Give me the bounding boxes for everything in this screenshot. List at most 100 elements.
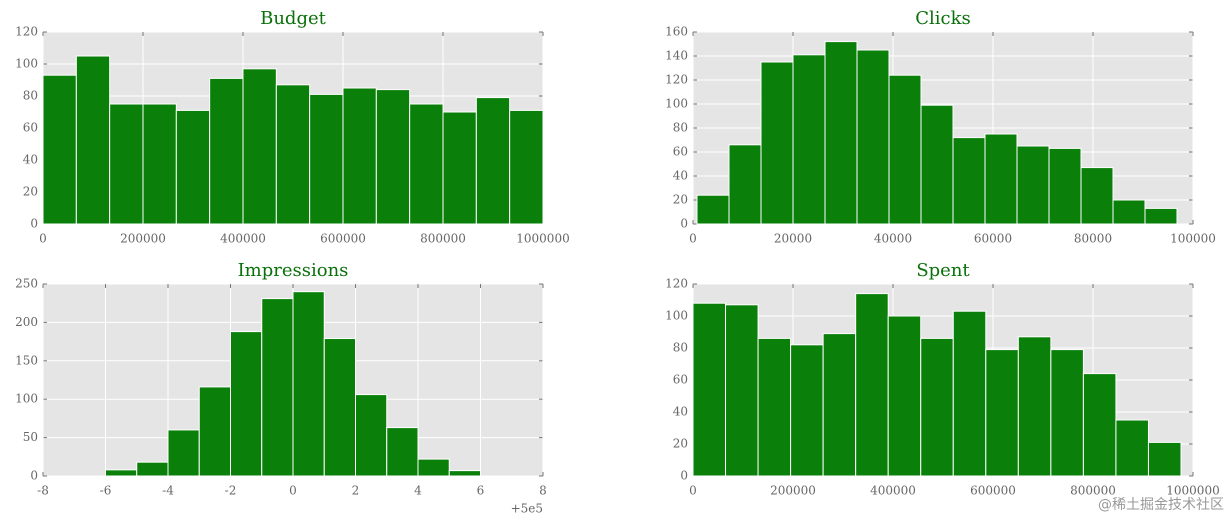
x-tick-label: 0 xyxy=(39,232,47,246)
histogram-bar xyxy=(386,427,419,477)
x-tick-label: 100000 xyxy=(1170,232,1216,246)
y-tick-label: 100 xyxy=(15,57,38,71)
y-tick-label: 50 xyxy=(23,430,38,444)
x-tick-label: 400000 xyxy=(870,484,916,498)
histogram-bar xyxy=(442,111,477,225)
histogram-bar xyxy=(1048,147,1082,225)
y-tick-label: 40 xyxy=(673,169,688,183)
y-tick-label: 120 xyxy=(665,277,688,291)
histogram-bar xyxy=(323,338,356,477)
histogram-bar xyxy=(824,41,858,225)
y-tick-label: 0 xyxy=(680,469,688,483)
x-tick-label: 60000 xyxy=(974,232,1012,246)
y-tick-label: 100 xyxy=(15,392,38,406)
y-tick-label: 160 xyxy=(665,25,688,39)
y-tick-label: 100 xyxy=(665,309,688,323)
y-tick-label: 250 xyxy=(15,277,38,291)
y-tick-label: 60 xyxy=(673,145,688,159)
y-tick-label: 80 xyxy=(673,121,688,135)
y-tick-label: 60 xyxy=(673,373,688,387)
x-offset-label: +5e5 xyxy=(511,502,543,516)
histogram-bar xyxy=(728,144,762,225)
histogram-bar xyxy=(109,103,144,225)
x-tick-label: 6 xyxy=(477,484,485,498)
x-tick-label: 0 xyxy=(689,484,697,498)
histogram-bar xyxy=(167,429,200,477)
x-tick-label: 400000 xyxy=(220,232,266,246)
histogram-bar xyxy=(760,61,794,225)
histogram-bar xyxy=(75,55,111,225)
histogram-bar xyxy=(1016,145,1050,225)
histogram-bar xyxy=(342,87,377,225)
histogram-bar xyxy=(355,394,388,477)
histogram-bar xyxy=(757,337,792,477)
y-tick-label: 80 xyxy=(673,341,688,355)
x-tick-label: 1000000 xyxy=(516,232,569,246)
histogram-bar xyxy=(105,469,138,477)
x-tick-label: 20000 xyxy=(774,232,812,246)
histogram-bar xyxy=(209,77,244,225)
x-tick-label: 8 xyxy=(539,484,547,498)
chart-title: Spent xyxy=(916,260,970,281)
x-tick-label: 1000000 xyxy=(1166,484,1219,498)
x-tick-label: 0 xyxy=(289,484,297,498)
watermark: @稀土掘金技术社区 xyxy=(1098,497,1224,513)
chart-title: Budget xyxy=(260,8,327,29)
histogram-bar xyxy=(409,103,444,225)
x-tick-label: 200000 xyxy=(120,232,166,246)
histogram-bar xyxy=(292,291,325,477)
histogram-bar xyxy=(198,386,231,477)
histogram-bar xyxy=(242,68,277,225)
histogram-bar xyxy=(509,109,544,225)
histogram-bar xyxy=(822,333,857,477)
histogram-bar xyxy=(136,461,169,477)
histogram-bar xyxy=(230,331,263,477)
x-tick-label: -6 xyxy=(100,484,112,498)
histogram-bar xyxy=(275,84,311,225)
y-tick-label: 120 xyxy=(15,25,38,39)
x-tick-label: 2 xyxy=(352,484,360,498)
histogram-bar xyxy=(920,104,954,225)
y-tick-label: 150 xyxy=(15,353,38,367)
y-tick-label: 80 xyxy=(23,89,38,103)
histogram-bar xyxy=(1144,207,1178,225)
histogram-bar xyxy=(1082,373,1117,477)
x-tick-label: 800000 xyxy=(420,232,466,246)
histogram-bar xyxy=(309,93,344,225)
histogram-bar xyxy=(696,194,730,225)
histogram-bar xyxy=(1147,441,1182,477)
y-tick-label: 0 xyxy=(30,217,38,231)
histogram-bar xyxy=(984,133,1018,225)
y-tick-label: 0 xyxy=(680,217,688,231)
x-tick-label: -4 xyxy=(162,484,174,498)
y-tick-label: 20 xyxy=(673,193,688,207)
histogram-bar xyxy=(855,293,889,477)
histogram-bar xyxy=(261,298,294,477)
y-tick-label: 140 xyxy=(665,49,688,63)
histogram-bar xyxy=(856,49,890,225)
histogram-bar xyxy=(1050,349,1084,477)
x-tick-label: -8 xyxy=(37,484,49,498)
y-tick-label: 20 xyxy=(23,185,38,199)
histogram-bar xyxy=(792,54,826,225)
x-tick-label: 800000 xyxy=(1070,484,1116,498)
x-tick-label: -2 xyxy=(225,484,237,498)
x-tick-label: 80000 xyxy=(1074,232,1112,246)
x-tick-label: 200000 xyxy=(770,484,816,498)
chart-title: Clicks xyxy=(915,8,971,29)
histogram-bar xyxy=(1080,167,1114,225)
y-tick-label: 0 xyxy=(30,469,38,483)
histogram-bar xyxy=(475,97,511,225)
histogram-bar xyxy=(42,74,77,225)
histogram-bar xyxy=(1112,199,1146,225)
histogram-bar xyxy=(952,137,986,225)
chart-title: Impressions xyxy=(238,260,349,281)
histogram-bar xyxy=(692,302,727,477)
y-tick-label: 40 xyxy=(673,405,688,419)
histogram-bar xyxy=(952,310,987,477)
y-tick-label: 200 xyxy=(15,315,38,329)
histogram-bar xyxy=(417,458,450,477)
histogram-bar xyxy=(725,304,759,477)
